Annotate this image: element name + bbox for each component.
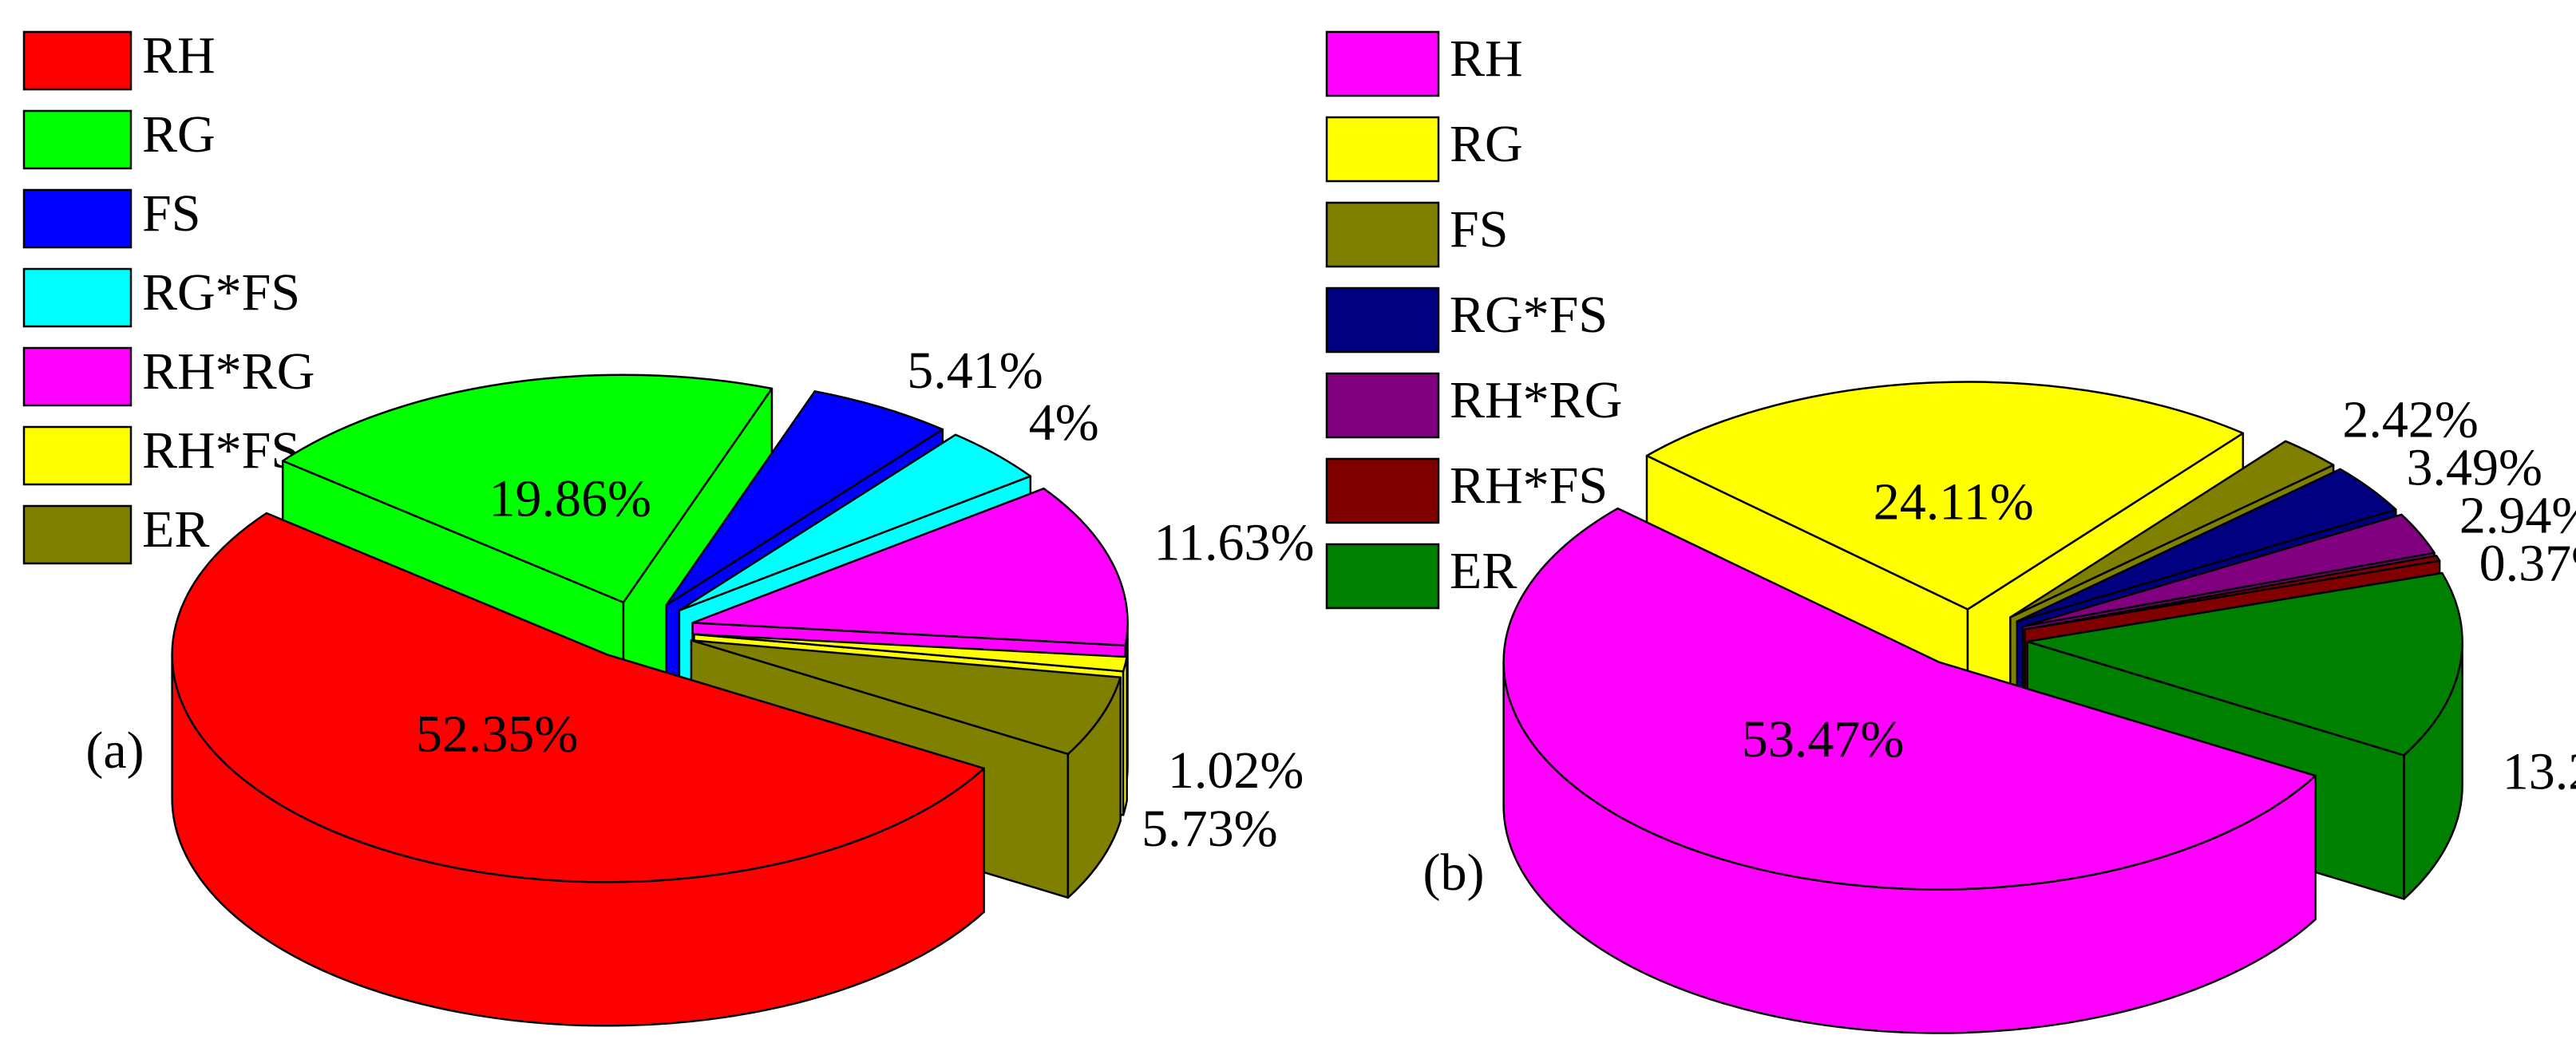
panel-label: (b) xyxy=(1423,844,1485,902)
slice-top xyxy=(1645,381,2245,611)
slice-top xyxy=(2021,513,2436,628)
legend-swatch xyxy=(22,425,133,486)
panel-label: (a) xyxy=(85,721,144,780)
value-label: 0.37% xyxy=(2479,535,2576,593)
value-label: 53.47% xyxy=(1742,710,1904,769)
legend-label: RG xyxy=(142,105,216,164)
legend-label: RG*FS xyxy=(142,263,300,322)
legend-label: RG xyxy=(1450,115,1523,173)
slice-top xyxy=(171,512,985,883)
value-label: 3.49% xyxy=(2407,439,2542,497)
legend-label: ER xyxy=(142,500,209,559)
legend-label: RH*FS xyxy=(142,421,300,480)
value-label: 13.21% xyxy=(2503,743,2576,801)
slice xyxy=(171,512,985,1027)
slice-top xyxy=(2009,440,2335,618)
legend-label: RH xyxy=(142,26,216,85)
legend-label: FS xyxy=(142,184,200,243)
slice-top xyxy=(690,639,1122,756)
value-label: 4% xyxy=(1029,393,1099,452)
slice-top xyxy=(2016,468,2397,622)
pie-slices xyxy=(1502,381,2463,1034)
legend-label: RH*RG xyxy=(1450,371,1622,429)
legend-swatch xyxy=(1325,457,1440,524)
legend-label: FS xyxy=(1450,200,1508,259)
legend-swatch xyxy=(1325,543,1440,610)
legend-label: RH*FS xyxy=(1450,456,1608,515)
legend-swatch xyxy=(22,30,133,91)
slice-top xyxy=(665,390,944,607)
slice-top xyxy=(693,633,1128,673)
pie-chart: RH RG FS RG*FS RH*RG RH*FS ER (b) 53.47% 24.11% 2.… xyxy=(1325,30,2576,1034)
value-label: 19.86% xyxy=(489,470,651,528)
legend-swatch xyxy=(1325,201,1440,268)
slice-wall xyxy=(1122,655,1128,816)
slice-top xyxy=(691,487,1129,646)
slice-top xyxy=(1502,507,2317,891)
slice-top xyxy=(281,373,774,604)
legend-label: ER xyxy=(1450,542,1517,600)
value-label: 24.11% xyxy=(1874,473,2034,532)
value-label: 11.63% xyxy=(1153,514,1314,572)
value-label: 2.42% xyxy=(2342,391,2478,449)
pie-chart: RH RG FS RG*FS RH*RG RH*FS ER (a) 52.35% 19.86% 5.… xyxy=(22,26,1314,1027)
legend-swatch xyxy=(22,267,133,328)
value-label: 5.41% xyxy=(907,342,1043,400)
value-label: 5.73% xyxy=(1142,800,1277,858)
legend-swatch xyxy=(22,109,133,170)
legend-swatch xyxy=(22,188,133,249)
legend-swatch xyxy=(22,504,133,565)
pie-slices xyxy=(171,373,1129,1027)
legend-swatch xyxy=(1325,116,1440,183)
legend-swatch xyxy=(1325,372,1440,439)
slice-top xyxy=(678,433,1032,612)
legend-swatch xyxy=(22,346,133,407)
legend-label: RH*RG xyxy=(142,342,315,401)
legend-swatch xyxy=(1325,30,1440,97)
slice xyxy=(1502,507,2317,1034)
slice-top xyxy=(2026,571,2463,757)
slice-top xyxy=(2024,555,2441,630)
value-label: 2.94% xyxy=(2459,487,2576,545)
value-label: 1.02% xyxy=(1168,741,1304,800)
legend-label: RG*FS xyxy=(1450,286,1608,344)
legend-label: RH xyxy=(1450,30,1523,88)
legend-swatch xyxy=(1325,286,1440,354)
value-label: 52.35% xyxy=(416,705,578,763)
